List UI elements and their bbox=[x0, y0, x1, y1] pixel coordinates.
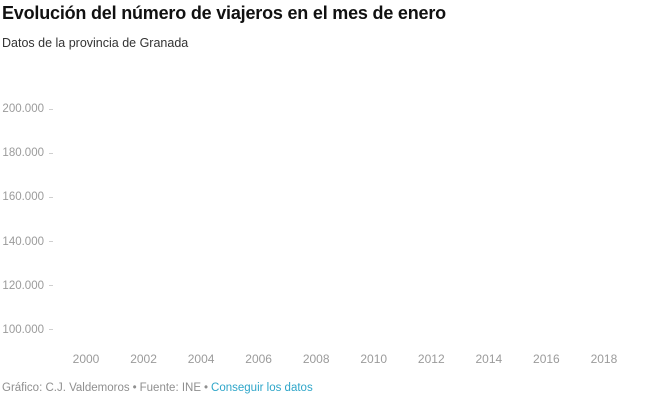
x-axis-label: 2008 bbox=[302, 352, 330, 366]
footer-separator: • bbox=[132, 382, 137, 394]
x-axis-label: 2000 bbox=[72, 352, 100, 366]
y-axis-row: 180.000 bbox=[0, 146, 53, 160]
y-axis-row: 160.000 bbox=[0, 190, 53, 204]
chart-title: Evolución del número de viajeros en el m… bbox=[2, 3, 446, 23]
y-tick-mark bbox=[49, 285, 53, 287]
x-axis-label: 2004 bbox=[187, 352, 215, 366]
chart-footer: Gráfico: C.J. Valdemoros • Fuente: INE • Con… bbox=[2, 382, 313, 394]
x-axis-label: 2012 bbox=[417, 352, 445, 366]
y-axis-label: 180.000 bbox=[2, 147, 44, 160]
y-axis: 200.000 180.000 160.000 140.000 120.000 … bbox=[0, 102, 53, 337]
y-axis-label: 160.000 bbox=[2, 191, 44, 204]
footer-credit: Gráfico: C.J. Valdemoros bbox=[2, 382, 130, 394]
y-tick-mark bbox=[49, 108, 53, 110]
y-tick-mark bbox=[49, 196, 53, 198]
x-axis-label: 2010 bbox=[360, 352, 388, 366]
x-axis-label: 2014 bbox=[475, 352, 503, 366]
y-axis-row: 140.000 bbox=[0, 235, 53, 249]
y-axis-row: 100.000 bbox=[0, 323, 53, 337]
y-axis-label: 140.000 bbox=[2, 235, 44, 248]
footer-separator: • bbox=[204, 382, 209, 394]
y-axis-label: 200.000 bbox=[2, 103, 44, 115]
y-tick-mark bbox=[49, 152, 53, 154]
y-axis-label: 100.000 bbox=[2, 323, 44, 336]
x-axis-label: 2006 bbox=[245, 352, 272, 366]
chart-subtitle: Datos de la provincia de Granada bbox=[2, 36, 189, 50]
y-tick-mark bbox=[49, 329, 53, 331]
x-axis-label: 2016 bbox=[533, 352, 560, 366]
y-tick-mark bbox=[49, 241, 53, 243]
y-axis-row: 120.000 bbox=[0, 279, 53, 293]
x-axis: 2000 2002 2004 2006 2008 2010 2012 2014 … bbox=[69, 353, 621, 366]
x-axis-label: 2018 bbox=[590, 352, 618, 366]
footer-source: Fuente: INE bbox=[139, 382, 202, 394]
y-axis-row: 200.000 bbox=[0, 102, 53, 116]
plot-area bbox=[57, 72, 635, 344]
get-the-data-link[interactable]: Conseguir los datos bbox=[211, 382, 313, 394]
x-axis-label: 2002 bbox=[130, 352, 157, 366]
y-axis-label: 120.000 bbox=[2, 279, 44, 292]
